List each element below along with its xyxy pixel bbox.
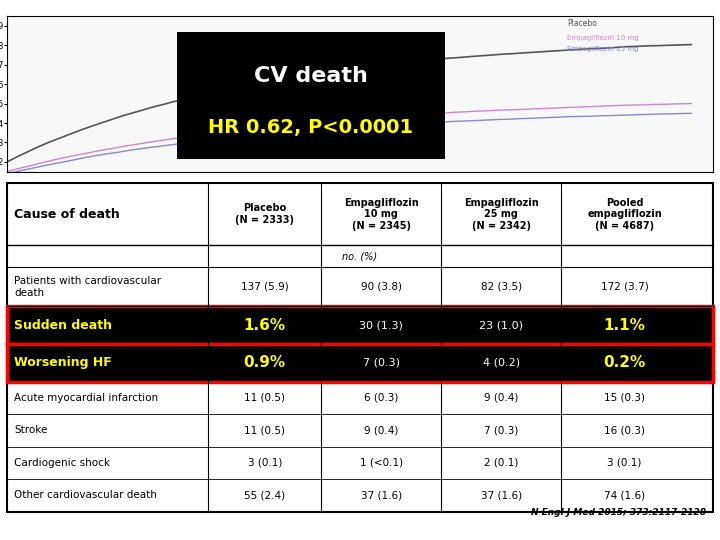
Bar	[7, 344, 713, 382]
Text: 172 (3.7): 172 (3.7)	[600, 282, 649, 292]
Text: Empagliflozin
25 mg
(N = 2342): Empagliflozin 25 mg (N = 2342)	[464, 198, 539, 231]
Text: Empagliflozin 25 mg: Empagliflozin 25 mg	[567, 46, 639, 52]
Bar	[7, 344, 713, 382]
Text: 137 (5.9): 137 (5.9)	[241, 282, 289, 292]
Text: 3 (0.1): 3 (0.1)	[248, 458, 282, 468]
Text: 30 (1.3): 30 (1.3)	[359, 320, 403, 330]
Text: 55 (2.4): 55 (2.4)	[244, 490, 285, 501]
Text: 1 (<0.1): 1 (<0.1)	[359, 458, 402, 468]
Text: Other cardiovascular death: Other cardiovascular death	[14, 490, 157, 501]
Text: Cause of death: Cause of death	[14, 208, 120, 221]
Text: Patients with cardiovascular
death: Patients with cardiovascular death	[14, 276, 161, 298]
Text: 11 (0.5): 11 (0.5)	[244, 393, 285, 403]
Text: 11 (0.5): 11 (0.5)	[244, 426, 285, 435]
Text: 37 (1.6): 37 (1.6)	[480, 490, 522, 501]
Text: Stroke: Stroke	[14, 426, 48, 435]
Text: 23 (1.0): 23 (1.0)	[479, 320, 523, 330]
Text: Acute myocardial infarction: Acute myocardial infarction	[14, 393, 158, 403]
Text: 7 (0.3): 7 (0.3)	[484, 426, 518, 435]
Text: 1.1%: 1.1%	[603, 318, 646, 333]
Text: 16 (0.3): 16 (0.3)	[604, 426, 645, 435]
Text: no. (%): no. (%)	[343, 251, 377, 261]
Text: Pooled
empagliflozin
(N = 4687): Pooled empagliflozin (N = 4687)	[588, 198, 662, 231]
Text: 7 (0.3): 7 (0.3)	[363, 358, 400, 368]
Text: 4 (0.2): 4 (0.2)	[482, 358, 520, 368]
Text: 90 (3.8): 90 (3.8)	[361, 282, 402, 292]
Text: 2 (0.1): 2 (0.1)	[484, 458, 518, 468]
Text: HR 0.62, P<0.0001: HR 0.62, P<0.0001	[208, 118, 413, 137]
Text: 9 (0.4): 9 (0.4)	[484, 393, 518, 403]
Text: 1.6%: 1.6%	[243, 318, 286, 333]
Text: 74 (1.6): 74 (1.6)	[604, 490, 645, 501]
Text: 82 (3.5): 82 (3.5)	[480, 282, 522, 292]
Text: CV death: CV death	[253, 66, 367, 86]
Text: Sudden death: Sudden death	[14, 319, 112, 332]
Text: Empagliflozin 10 mg: Empagliflozin 10 mg	[567, 35, 639, 40]
Text: 9 (0.4): 9 (0.4)	[364, 426, 398, 435]
Text: Placebo
(N = 2333): Placebo (N = 2333)	[235, 204, 294, 225]
Text: Worsening HF: Worsening HF	[14, 356, 112, 369]
Text: 0.9%: 0.9%	[243, 355, 286, 370]
Text: N Engl J Med 2015; 373:2117-2128: N Engl J Med 2015; 373:2117-2128	[531, 508, 706, 517]
Text: Empagliflozin
10 mg
(N = 2345): Empagliflozin 10 mg (N = 2345)	[343, 198, 418, 231]
Text: 6 (0.3): 6 (0.3)	[364, 393, 398, 403]
Text: 3 (0.1): 3 (0.1)	[608, 458, 642, 468]
Text: 37 (1.6): 37 (1.6)	[361, 490, 402, 501]
FancyBboxPatch shape	[176, 32, 445, 159]
Text: 15 (0.3): 15 (0.3)	[604, 393, 645, 403]
Text: Cardiogenic shock: Cardiogenic shock	[14, 458, 110, 468]
Bar	[7, 307, 713, 344]
Text: 0.2%: 0.2%	[603, 355, 646, 370]
Text: Placebo: Placebo	[567, 19, 598, 28]
Bar	[7, 307, 713, 344]
